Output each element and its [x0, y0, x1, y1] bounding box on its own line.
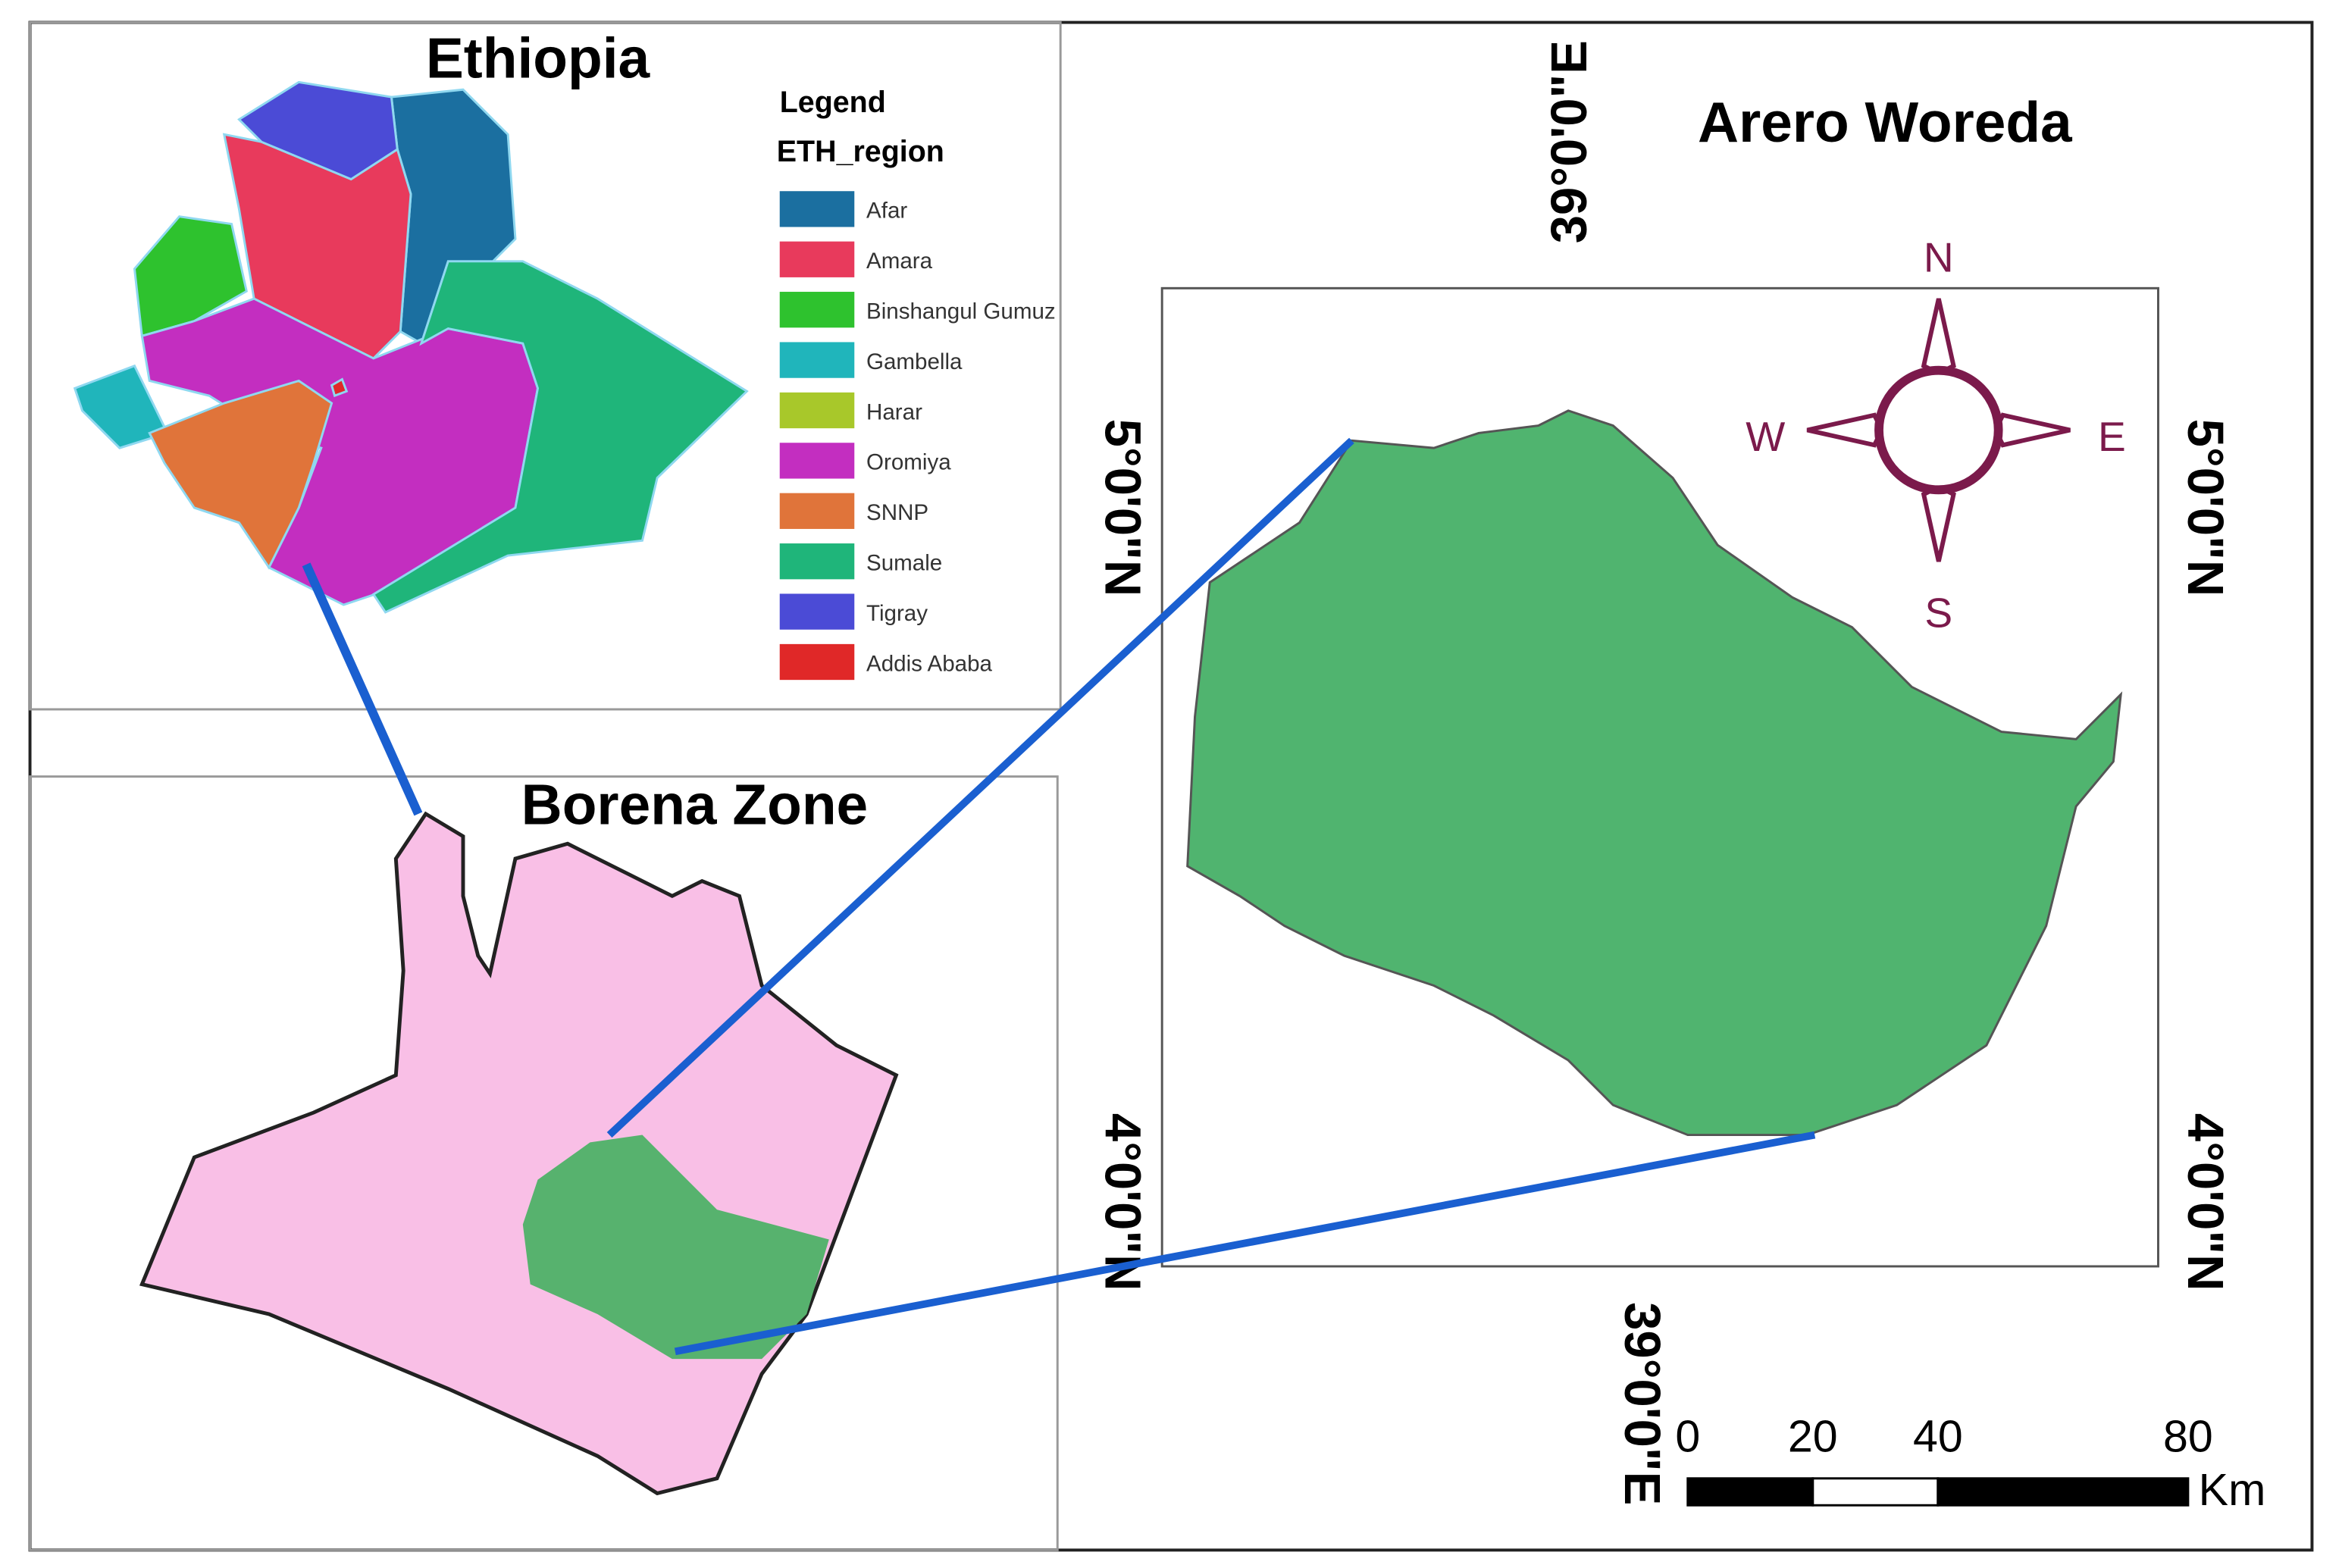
- legend-swatch: [779, 292, 855, 328]
- legend-label: Gambella: [866, 349, 963, 374]
- legend-title: Legend: [780, 86, 886, 119]
- scale-tick-label: 80: [2163, 1410, 2213, 1461]
- legend-label: Oromiya: [866, 450, 951, 475]
- legend-swatch: [779, 443, 855, 479]
- ethiopia-title: Ethiopia: [426, 26, 651, 89]
- legend-swatch: [779, 241, 855, 277]
- legend-label: Binshangul Gumuz: [866, 299, 1056, 324]
- legend-swatch: [779, 643, 855, 681]
- compass-south: S: [1924, 590, 1952, 637]
- legend-swatch: [779, 543, 855, 580]
- legend-label: Harar: [866, 399, 922, 424]
- scale-segment: [1937, 1477, 2190, 1507]
- arero-woreda-shape: [1186, 409, 2123, 1137]
- arero-in-borena: [522, 1135, 829, 1360]
- connector-line: [302, 562, 423, 816]
- scale-segment: [1811, 1477, 1940, 1507]
- legend-label: SNNP: [866, 500, 928, 525]
- legend-label: Addis Ababa: [866, 651, 992, 676]
- region-shape: [237, 80, 399, 181]
- legend-swatch: [779, 191, 855, 227]
- latitude-label: 5°0'0"N: [1094, 419, 1151, 597]
- compass-west: W: [1746, 413, 1785, 460]
- legend-label: Tigray: [866, 601, 928, 626]
- connector-line: [674, 1131, 1816, 1356]
- borena-title: Borena Zone: [521, 773, 869, 837]
- legend-field: ETH_region: [777, 135, 944, 168]
- borena-panel: [29, 775, 1059, 1551]
- latitude-label: 5°0'0"N: [2177, 419, 2234, 597]
- longitude-label: 39°0'0"E: [1614, 1302, 1670, 1505]
- ethiopia-map: [73, 80, 749, 614]
- region-shape: [148, 379, 333, 570]
- region-shape: [330, 377, 349, 398]
- legend-label: Sumale: [866, 551, 942, 576]
- legend-label: Afar: [866, 199, 907, 224]
- compass-north: N: [1924, 234, 1954, 281]
- scale-unit: Km: [2199, 1464, 2266, 1515]
- arero-title: Arero Woreda: [1698, 90, 2073, 154]
- scale-tick-label: 20: [1788, 1410, 1838, 1461]
- ethiopia-panel: [29, 21, 1062, 711]
- region-shape: [73, 364, 169, 449]
- scale-tick-label: 0: [1675, 1410, 1700, 1461]
- scale-segment: [1686, 1477, 1814, 1507]
- legend-swatch: [779, 392, 855, 429]
- latitude-label: 4°0'0"N: [2177, 1113, 2234, 1291]
- longitude-label: 39°0'0"E: [1541, 40, 1598, 243]
- region-shape: [371, 260, 749, 614]
- legend-swatch: [779, 493, 855, 529]
- scale-tick-label: 40: [1913, 1410, 1963, 1461]
- legend-label: Amara: [866, 249, 933, 274]
- compass-ring: [1874, 365, 2003, 495]
- legend: Afar Amara Binshangul Gumuz Gambella Harar Or…: [779, 191, 1056, 681]
- compass: N S W E: [1746, 234, 2126, 637]
- arero-frame: [1160, 286, 2159, 1268]
- legend-swatch: [779, 593, 855, 630]
- connector-line: [606, 437, 1354, 1138]
- compass-east: E: [2098, 413, 2126, 460]
- legend-swatch: [779, 342, 855, 378]
- borena-zone-shape: [139, 811, 899, 1496]
